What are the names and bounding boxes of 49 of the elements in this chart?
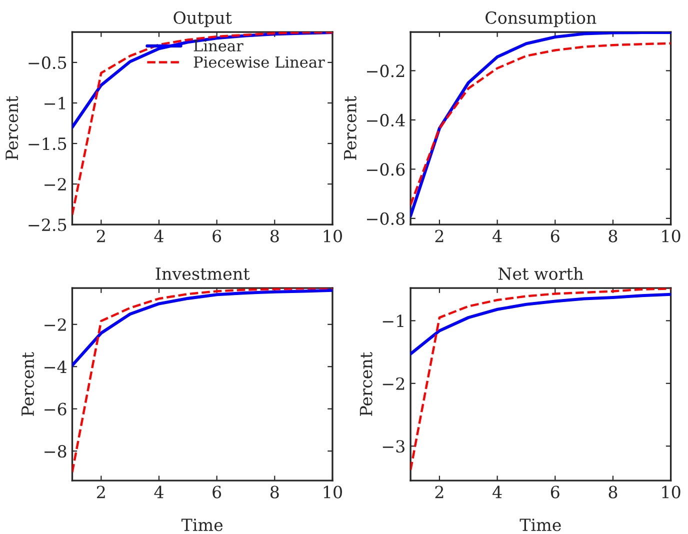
- y-tick-label: −2: [44, 178, 66, 190]
- chart-title: Consumption: [486, 11, 596, 28]
- x-tick-label: 6: [550, 230, 560, 242]
- y-axis-title: Percent: [6, 96, 18, 160]
- y-axis-title: Percent: [360, 352, 372, 416]
- x-tick-label: 4: [154, 230, 164, 242]
- x-axis-title: Time: [181, 518, 223, 532]
- legend-label: Linear: [194, 40, 244, 52]
- y-tick-label: −2.5: [28, 218, 66, 232]
- y-tick-label: −0.5: [28, 56, 66, 70]
- y-tick-label: −2: [382, 377, 404, 390]
- x-tick-label: 8: [270, 230, 279, 242]
- x-tick-label: 10: [324, 230, 342, 242]
- y-tick-label: −1.5: [28, 137, 66, 150]
- legend-label: Piecewise Linear: [194, 56, 325, 68]
- x-tick-label: 8: [608, 486, 618, 498]
- x-tick-label: 8: [270, 486, 279, 498]
- y-axis-title: Percent: [344, 96, 356, 160]
- chart-title: Output: [174, 11, 232, 28]
- y-axis-title: Percent: [22, 352, 34, 416]
- chart-title: Net worth: [498, 267, 584, 280]
- x-tick-label: 6: [550, 486, 560, 498]
- x-tick-label: 4: [492, 230, 502, 242]
- x-tick-label: 4: [492, 486, 502, 498]
- y-tick-label: −8: [44, 445, 66, 458]
- chart-title: Investment: [156, 268, 250, 280]
- x-tick-label: 10: [324, 486, 342, 498]
- x-tick-label: 2: [435, 486, 444, 498]
- y-tick-label: −0.8: [366, 212, 405, 225]
- x-tick-label: 2: [96, 486, 105, 498]
- x-tick-label: 6: [212, 230, 222, 242]
- y-tick-label: −0.4: [366, 114, 405, 126]
- line-series: [410, 292, 671, 356]
- x-tick-label: 6: [212, 486, 222, 498]
- y-tick-label: −0.2: [366, 64, 404, 78]
- x-tick-label: 10: [662, 486, 680, 498]
- y-tick-label: −1: [44, 96, 66, 110]
- x-axis-title: Time: [520, 518, 561, 532]
- x-tick-label: 10: [662, 230, 680, 242]
- y-tick-label: −6: [44, 402, 66, 416]
- x-tick-label: 4: [154, 486, 164, 498]
- y-tick-label: −0.6: [366, 163, 405, 176]
- x-tick-label: 2: [96, 230, 105, 242]
- y-tick-label: −4: [44, 360, 67, 373]
- y-tick-label: −3: [382, 440, 404, 453]
- x-tick-label: 8: [608, 230, 618, 242]
- x-tick-label: 2: [435, 230, 444, 242]
- y-tick-label: −2: [44, 318, 66, 331]
- y-tick-label: −1: [382, 314, 404, 328]
